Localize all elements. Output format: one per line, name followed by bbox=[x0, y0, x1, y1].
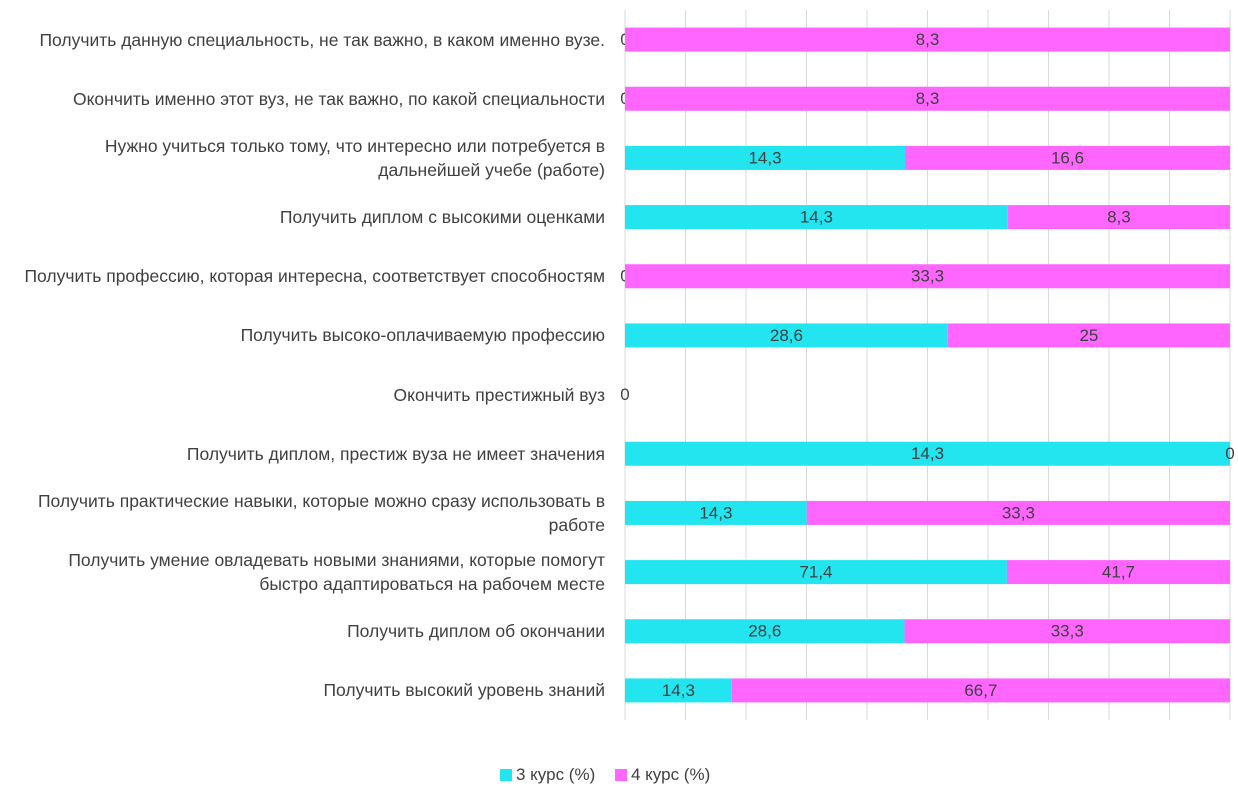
data-label: 14,3 bbox=[800, 208, 833, 227]
category-label: Получить профессию, которая интересна, с… bbox=[24, 266, 605, 287]
data-label: 8,3 bbox=[916, 30, 940, 49]
category-label: Получить диплом с высокими оценками bbox=[279, 207, 605, 228]
data-label: 8,3 bbox=[916, 89, 940, 108]
legend-swatch bbox=[500, 769, 512, 781]
data-label: 33,3 bbox=[911, 267, 944, 286]
bar-segment bbox=[625, 678, 732, 703]
data-label: 33,3 bbox=[1051, 622, 1084, 641]
bar-segment bbox=[625, 441, 1230, 466]
bar-segment bbox=[625, 27, 1230, 52]
legend-label: 4 курс (%) bbox=[631, 765, 711, 784]
bar-segment bbox=[904, 145, 1230, 170]
data-label: 28,6 bbox=[770, 326, 803, 345]
data-label: 14,3 bbox=[748, 148, 781, 167]
legend-label: 3 курс (%) bbox=[516, 765, 596, 784]
bar-segment bbox=[625, 145, 905, 170]
data-label: 66,7 bbox=[964, 681, 997, 700]
legend-item: 3 курс (%) bbox=[500, 765, 595, 785]
legend-item: 4 курс (%) bbox=[615, 765, 710, 785]
bar-segment bbox=[625, 86, 1230, 111]
category-label: Окончить престижный вуз bbox=[393, 384, 605, 405]
legend-swatch bbox=[615, 769, 627, 781]
data-label: 8,3 bbox=[1107, 208, 1131, 227]
category-label: Получить практические навыки, которые мо… bbox=[37, 490, 605, 535]
data-label: 16,6 bbox=[1051, 148, 1084, 167]
bar-segment bbox=[731, 678, 1230, 703]
category-label: Получить умение овладевать новыми знания… bbox=[68, 550, 605, 595]
data-label: 14,3 bbox=[662, 681, 695, 700]
bar-segment bbox=[1007, 205, 1230, 230]
category-label: Нужно учиться только тому, что интересно… bbox=[104, 135, 605, 180]
bar-segment bbox=[625, 560, 1007, 585]
category-label: Получить данную специальность, не так ва… bbox=[39, 29, 605, 50]
data-label: 71,4 bbox=[799, 563, 832, 582]
category-label: Получить диплом об окончании bbox=[347, 621, 605, 642]
bar-segment bbox=[904, 619, 1230, 644]
bar-segment bbox=[947, 323, 1230, 348]
data-label: 41,7 bbox=[1102, 563, 1135, 582]
bar-segment bbox=[625, 205, 1008, 230]
bar-segment bbox=[625, 500, 807, 525]
category-label: Окончить именно этот вуз, не так важно, … bbox=[72, 88, 605, 109]
bar-segment bbox=[625, 619, 905, 644]
data-label: 14,3 bbox=[699, 503, 732, 522]
bar-segment bbox=[806, 500, 1230, 525]
data-label: 14,3 bbox=[911, 444, 944, 463]
data-label: 28,6 bbox=[748, 622, 781, 641]
bar-segment bbox=[1006, 560, 1230, 585]
data-label: 0 bbox=[1225, 444, 1234, 463]
data-label: 33,3 bbox=[1002, 503, 1035, 522]
data-label: 0 bbox=[620, 385, 629, 404]
category-label: Получить диплом, престиж вуза не имеет з… bbox=[186, 443, 605, 464]
bar-segment bbox=[625, 264, 1230, 289]
category-label: Получить высокий уровень знаний bbox=[323, 680, 605, 701]
category-label: Получить высоко-оплачиваемую профессию bbox=[240, 325, 605, 346]
bar-segment bbox=[625, 323, 948, 348]
data-label: 25 bbox=[1079, 326, 1098, 345]
